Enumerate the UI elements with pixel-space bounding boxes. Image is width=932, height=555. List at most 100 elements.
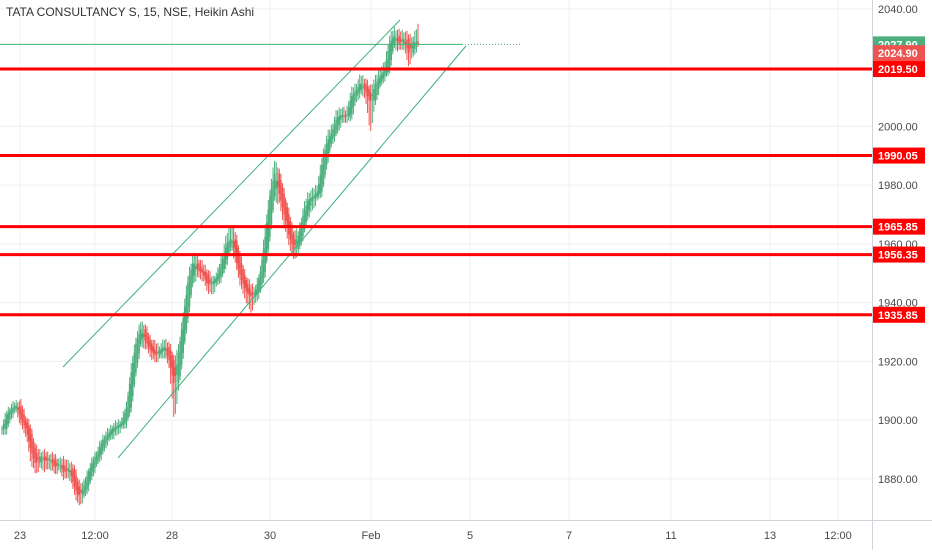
candle-body (280, 180, 282, 201)
candle-body (231, 240, 233, 244)
price-badge-label: 1935.85 (878, 310, 918, 322)
candle-body (245, 280, 248, 292)
candle-body (168, 346, 170, 361)
candle-body (92, 460, 95, 472)
candle-body (351, 96, 353, 115)
candle-body (390, 40, 393, 60)
candle-body (16, 407, 19, 410)
candle-body (358, 83, 361, 93)
candle-body (284, 200, 287, 222)
candle-body (401, 39, 404, 42)
candle-body (29, 428, 32, 449)
candle-body (23, 414, 25, 426)
candle-body (407, 38, 410, 53)
candle-body (234, 239, 237, 257)
candle-body (32, 441, 35, 459)
candle-body (83, 485, 85, 496)
price-badge-label: 1965.85 (878, 222, 918, 234)
candle-body (87, 471, 90, 486)
candle-body (198, 263, 200, 271)
candle-body (95, 454, 98, 464)
y-tick-label: 1940.00 (878, 298, 918, 310)
candle-body (179, 341, 181, 377)
candle-body (37, 458, 40, 460)
x-tick-label: 5 (467, 530, 473, 542)
candle-body (294, 239, 296, 246)
candle-body (172, 360, 175, 383)
candle-body (215, 277, 218, 283)
candle-body (295, 240, 298, 245)
candle-body (417, 41, 419, 45)
price-badge (873, 306, 925, 323)
candle-body (207, 275, 210, 285)
candle-body (258, 278, 260, 293)
candle-body (354, 92, 356, 101)
candle-body (371, 95, 374, 97)
price-badge-label: 2024.90 (878, 48, 918, 60)
candle-body (297, 235, 300, 250)
candle-body (328, 136, 331, 151)
candle-body (113, 427, 115, 433)
candle-body (48, 458, 51, 461)
candle-body (396, 37, 399, 42)
candle-body (50, 460, 52, 462)
candle-body (377, 78, 380, 90)
x-tick-label: 28 (166, 530, 178, 542)
price-badge (873, 218, 925, 235)
candle-body (202, 270, 205, 276)
candle-body (143, 334, 145, 337)
candle-body (196, 263, 199, 270)
candle-body (91, 463, 93, 477)
candle-body (163, 346, 166, 350)
candle-body (399, 38, 402, 42)
candle-body (270, 188, 273, 224)
candle-body (311, 197, 314, 201)
candle-body (303, 210, 306, 230)
candle-body (10, 408, 13, 415)
candle-body (316, 191, 318, 198)
candle-body (97, 451, 99, 461)
candle-body (237, 248, 240, 270)
candle-body (64, 465, 66, 472)
candle-body (185, 294, 188, 330)
candle-body (248, 287, 251, 296)
candle-body (327, 139, 329, 158)
candle-body (247, 283, 249, 294)
candle-body (269, 196, 271, 238)
candle-body (27, 425, 30, 442)
candle-body (403, 38, 405, 44)
candle-body (199, 266, 202, 272)
candle-body (322, 156, 325, 185)
candle-body (12, 407, 14, 413)
candle-body (157, 351, 159, 354)
candle-body (20, 405, 22, 420)
candle-body (149, 340, 151, 350)
y-tick-label: 1920.00 (878, 356, 918, 368)
candle-body (136, 338, 139, 364)
candle-body (125, 407, 128, 423)
candle-body (155, 351, 158, 354)
x-tick-label: 12:00 (81, 530, 109, 542)
candle-body (188, 275, 191, 307)
candle-body (103, 438, 106, 448)
price-badge (873, 147, 925, 164)
candle-body (352, 94, 355, 108)
candle-body (2, 424, 5, 429)
candle-body (273, 173, 276, 197)
candle-body (127, 395, 129, 418)
candle-body (141, 332, 144, 339)
candle-body (57, 464, 60, 466)
candle-body (229, 239, 232, 248)
candle-body (120, 422, 123, 426)
candle-body (251, 293, 254, 295)
candle-body (384, 68, 386, 76)
candle-body (382, 71, 385, 79)
candle-body (349, 100, 352, 118)
candle-body (209, 279, 211, 284)
candle-body (122, 417, 125, 425)
candle-body (147, 336, 150, 347)
y-tick-label: 2040.00 (878, 4, 918, 16)
candle-body (283, 193, 285, 215)
